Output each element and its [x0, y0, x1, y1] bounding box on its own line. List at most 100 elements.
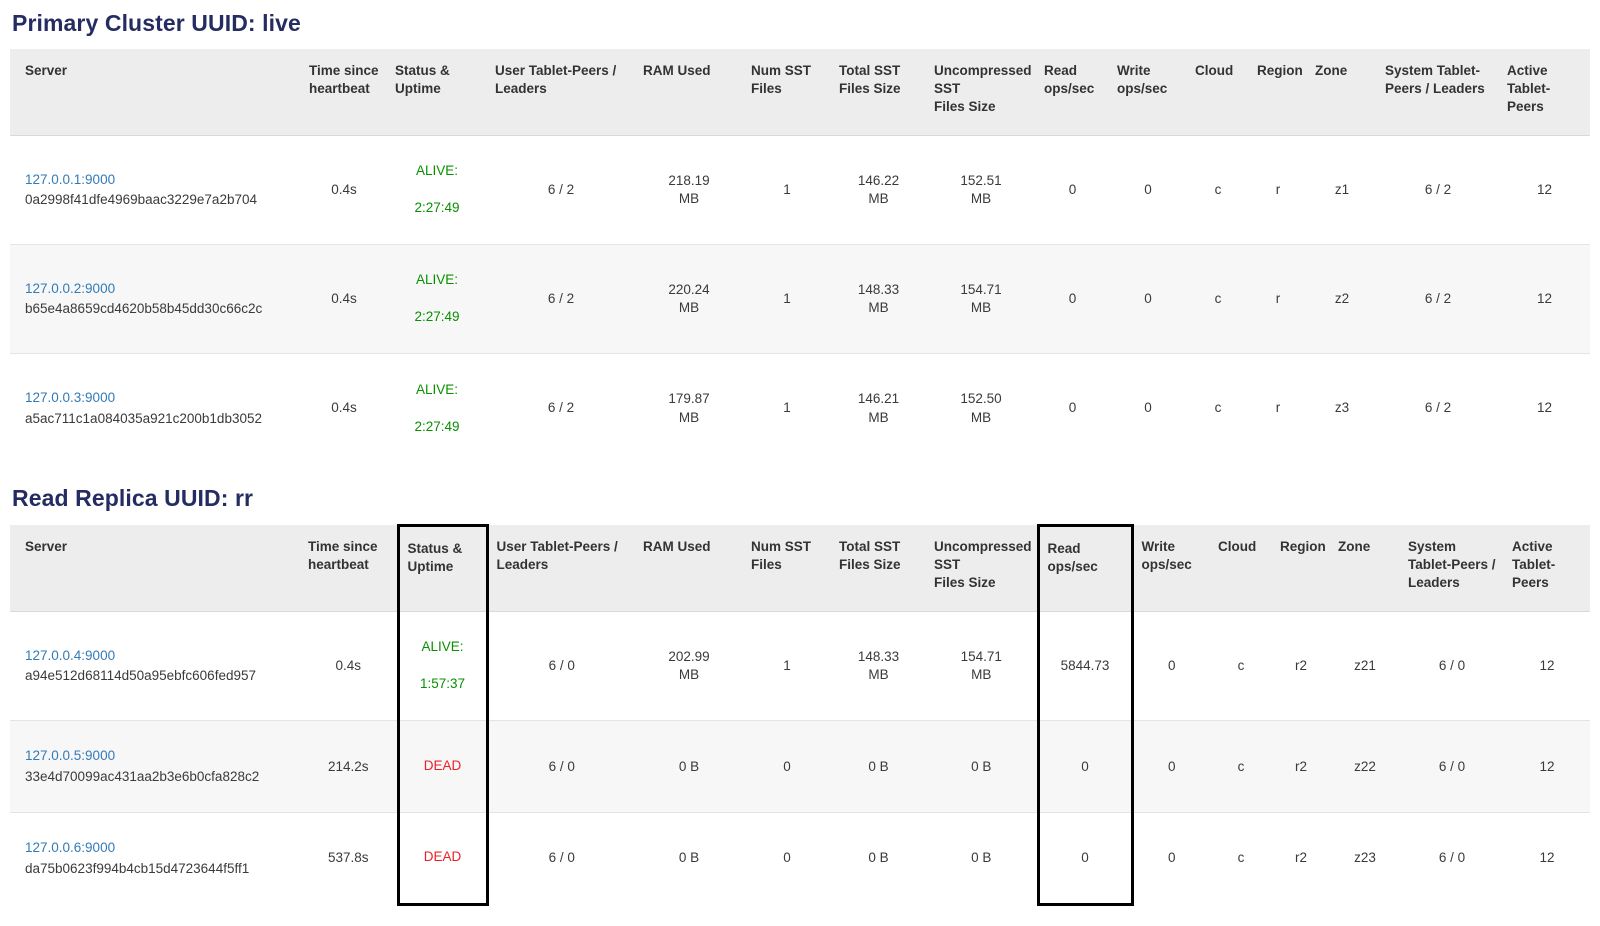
- uptime-text: 2:27:49: [414, 309, 460, 325]
- col-header-read-ops: Read ops/sec: [1036, 49, 1109, 136]
- col-header-uncompressed-sst-size: Uncompressed SST Files Size: [926, 525, 1038, 612]
- server-cell: 127.0.0.6:9000 da75b0623f994b4cb15d47236…: [10, 813, 300, 904]
- write-ops-cell: 0: [1144, 291, 1152, 307]
- uncompressed-sst-size-cell: 154.71 MB: [960, 648, 1002, 683]
- cloud-cell: c: [1237, 657, 1245, 673]
- col-header-system-tablet-peers: System Tablet-Peers / Leaders: [1400, 525, 1504, 612]
- server-address-link[interactable]: 127.0.0.2:9000: [25, 280, 116, 296]
- num-sst-files-cell: 1: [783, 291, 791, 307]
- ram-used-cell: 220.24 MB: [668, 281, 710, 316]
- read-ops-cell: 0: [1068, 291, 1077, 307]
- col-header-write-ops: Write ops/sec: [1132, 525, 1210, 612]
- col-header-num-sst-files: Num SST Files: [743, 49, 831, 136]
- uptime-text: 1:57:37: [419, 676, 466, 692]
- num-sst-files-cell: 0: [783, 758, 791, 774]
- header-row: Server Time since heartbeat Status & Upt…: [10, 49, 1590, 136]
- col-header-cloud: Cloud: [1210, 525, 1272, 612]
- user-tablet-peers-cell: 6 / 0: [548, 657, 575, 673]
- zone-cell: z2: [1334, 291, 1350, 307]
- active-tablet-peers-cell: 12: [1536, 400, 1553, 416]
- region-cell: r: [1275, 181, 1281, 197]
- col-header-ram-used: RAM Used: [635, 49, 743, 136]
- read-ops-cell: 5844.73: [1036, 611, 1134, 721]
- status-text: DEAD: [423, 758, 462, 774]
- cloud-cell: c: [1214, 400, 1222, 416]
- region-cell: r: [1275, 400, 1281, 416]
- primary-cluster-title: Primary Cluster UUID: live: [12, 10, 301, 36]
- server-address-link[interactable]: 127.0.0.5:9000: [25, 748, 116, 764]
- total-sst-size-cell: 148.33 MB: [857, 281, 900, 316]
- server-address-link[interactable]: 127.0.0.4:9000: [25, 647, 116, 663]
- status-uptime-cell: ALIVE: 1:57:37: [396, 611, 489, 721]
- status-uptime-cell: ALIVE: 2:27:49: [387, 135, 487, 244]
- server-cell: 127.0.0.2:9000 b65e4a8659cd4620b58b45dd3…: [10, 244, 301, 353]
- active-tablet-peers-cell: 12: [1539, 657, 1555, 673]
- col-header-write-ops: Write ops/sec: [1109, 49, 1187, 136]
- server-cell: 127.0.0.1:9000 0a2998f41dfe4969baac3229e…: [10, 135, 301, 244]
- header-row: Server Time since heartbeat Status & Upt…: [10, 523, 1590, 612]
- uncompressed-sst-size-cell: 152.51 MB: [960, 172, 1002, 206]
- server-address-link[interactable]: 127.0.0.1:9000: [25, 171, 116, 187]
- num-sst-files-cell: 1: [783, 400, 791, 416]
- read-ops-cell: 0: [1068, 400, 1077, 416]
- col-header-server: Server: [10, 49, 301, 136]
- read-replica-title: Read Replica UUID: rr: [12, 484, 254, 511]
- system-tablet-peers-cell: 6 / 2: [1424, 291, 1452, 307]
- user-tablet-peers-cell: 6 / 0: [548, 758, 575, 774]
- server-uuid: b65e4a8659cd4620b58b45dd30c66c2c: [25, 301, 263, 317]
- server-uuid: da75b0623f994b4cb15d4723644f5ff1: [25, 860, 250, 876]
- user-tablet-peers-cell: 6 / 2: [547, 291, 575, 307]
- server-cell: 127.0.0.3:9000 a5ac711c1a084035a921c200b…: [10, 354, 301, 463]
- ram-used-cell: 202.99 MB: [668, 648, 710, 683]
- status-text: ALIVE:: [415, 381, 459, 397]
- total-sst-size-cell: 146.21 MB: [857, 391, 900, 425]
- zone-cell: z1: [1334, 181, 1350, 197]
- cloud-cell: c: [1237, 758, 1245, 774]
- col-header-region: Region: [1249, 49, 1307, 136]
- status-uptime-cell: DEAD: [396, 812, 489, 906]
- server-uuid: a94e512d68114d50a95ebfc606fed957: [25, 668, 256, 684]
- col-header-total-sst-size: Total SST Files Size: [831, 525, 926, 612]
- primary-cluster-table: Server Time since heartbeat Status & Upt…: [10, 49, 1590, 463]
- write-ops-cell: 0: [1167, 758, 1176, 774]
- table-row: 127.0.0.6:9000 da75b0623f994b4cb15d47236…: [10, 812, 1590, 906]
- status-text: ALIVE:: [421, 639, 464, 655]
- zone-cell: z21: [1354, 657, 1376, 673]
- col-header-num-sst-files: Num SST Files: [743, 525, 831, 612]
- col-header-user-tablet-peers: User Tablet-Peers / Leaders: [487, 49, 635, 136]
- col-header-ram-used: RAM Used: [635, 525, 743, 612]
- uptime-text: 2:27:49: [414, 418, 460, 434]
- col-header-cloud: Cloud: [1187, 49, 1249, 136]
- table-row: 127.0.0.5:9000 33e4d70099ac431aa2b3e6b0c…: [10, 720, 1590, 813]
- system-tablet-peers-cell: 6 / 2: [1424, 181, 1452, 197]
- system-tablet-peers-cell: 6 / 0: [1438, 657, 1466, 673]
- server-address-link[interactable]: 127.0.0.3:9000: [25, 390, 116, 406]
- total-sst-size-cell: 146.22 MB: [857, 172, 900, 206]
- server-address-link[interactable]: 127.0.0.6:9000: [25, 840, 116, 856]
- table-row: 127.0.0.4:9000 a94e512d68114d50a95ebfc60…: [10, 611, 1590, 721]
- num-sst-files-cell: 0: [783, 850, 791, 866]
- read-ops-cell: 0: [1036, 812, 1134, 906]
- heartbeat-cell: 0.4s: [335, 657, 362, 673]
- status-text: DEAD: [423, 849, 462, 865]
- region-cell: r2: [1294, 850, 1307, 866]
- uncompressed-sst-size-cell: 152.50 MB: [960, 391, 1002, 425]
- ram-used-cell: 0 B: [678, 850, 700, 866]
- total-sst-size-cell: 0 B: [868, 758, 889, 774]
- ram-used-cell: 218.19 MB: [668, 172, 710, 206]
- server-uuid: 33e4d70099ac431aa2b3e6b0cfa828c2: [25, 768, 260, 784]
- read-ops-cell: 0: [1036, 720, 1134, 813]
- active-tablet-peers-cell: 12: [1539, 758, 1555, 774]
- cloud-cell: c: [1237, 850, 1245, 866]
- user-tablet-peers-cell: 6 / 2: [547, 400, 575, 416]
- heartbeat-cell: 537.8s: [327, 850, 369, 866]
- system-tablet-peers-cell: 6 / 0: [1438, 758, 1466, 774]
- region-cell: r2: [1294, 758, 1307, 774]
- col-header-status-uptime: Status & Uptime: [387, 49, 487, 136]
- col-header-total-sst-size: Total SST Files Size: [831, 49, 926, 136]
- system-tablet-peers-cell: 6 / 2: [1424, 400, 1452, 416]
- col-header-user-tablet-peers: User Tablet-Peers / Leaders: [487, 525, 635, 612]
- col-header-zone: Zone: [1330, 525, 1400, 612]
- active-tablet-peers-cell: 12: [1536, 181, 1553, 197]
- uncompressed-sst-size-cell: 154.71 MB: [960, 281, 1002, 316]
